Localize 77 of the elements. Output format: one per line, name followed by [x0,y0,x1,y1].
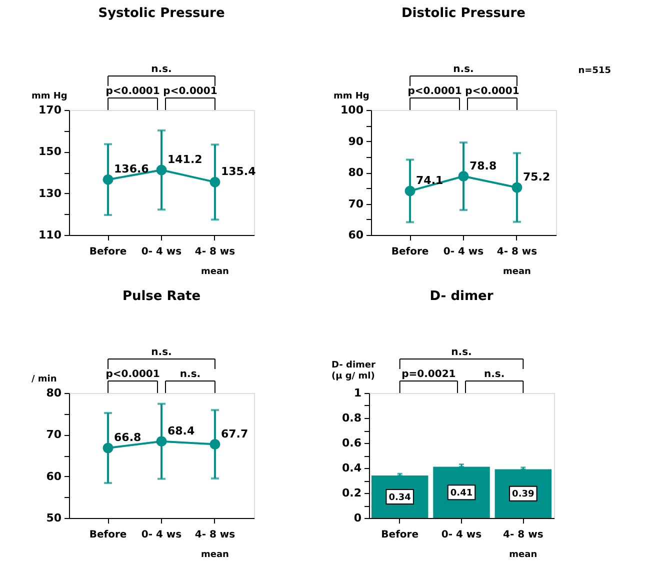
y-tick-label: 80 [46,386,62,400]
chart-title: Distolic Pressure [402,6,526,21]
point [156,436,167,447]
text: p=0.0021 [402,369,456,380]
text: p<0.0001 [408,86,462,97]
x-tick-label: Before [89,530,127,540]
point [102,174,114,185]
text: p<0.0001 [106,369,160,380]
data-label: 66.8 [114,431,142,444]
data-label: 78.8 [470,159,497,172]
x-tick-label: 4- 8 ws [194,530,236,540]
x-tick-label: Before [89,246,127,258]
x-tick-label: 0- 4 ws [441,530,482,540]
y-tick-label: 110 [38,228,62,242]
text: n.s. [453,64,474,75]
y-tick-label: 90 [348,134,364,148]
y-axis-title: D- dimer (μ g/ ml) [332,360,376,382]
y-tick-label: 0.2 [342,486,362,500]
data-label: 135.4 [220,165,256,178]
data-label: 0.41 [450,488,473,498]
x-tick-label: 0- 4 ws [141,530,182,540]
x-tick-label: Before [381,530,419,540]
text: p<0.0001 [465,86,520,97]
y-tick-label: 60 [348,228,364,242]
point [458,171,469,182]
x-tick-label: 0- 4 ws [141,246,182,258]
y-tick-label: 0.6 [342,436,362,450]
data-label: 74.1 [416,174,444,187]
chart-title: Systolic Pressure [98,6,225,21]
y-tick-label: 0 [354,512,362,524]
y-tick-label: 130 [38,186,62,200]
point [512,182,522,193]
text: p<0.0001 [163,86,218,97]
y-tick-label: 60 [46,470,62,483]
text: mean [509,550,538,560]
x-tick-label: Before [391,246,429,258]
y-tick-label: 170 [38,104,62,116]
data-label: 0.34 [388,492,411,503]
point [102,442,114,454]
point [404,186,416,196]
x-tick-label: 4- 8 ws [194,246,236,258]
text: mean [502,267,531,277]
data-label: 0.39 [512,490,534,500]
point [156,164,167,176]
y-tick-label: 80 [348,166,364,179]
y-tick-label: 0.4 [342,462,362,474]
text: n.s. [151,64,172,75]
y-axis-title: mm Hg [32,92,68,102]
chart-title: D- dimer [430,289,494,304]
chart-title: Pulse Rate [122,289,201,304]
data-label: 136.6 [114,162,150,176]
text: n.s. [180,369,201,380]
text: mean [200,550,229,560]
x-tick-label: 4- 8 ws [496,246,538,258]
data-label: 68.4 [168,424,195,438]
text: n.s. [484,369,505,380]
y-tick-label: 70 [348,197,364,210]
data-label: 141.2 [168,153,202,166]
y-tick-label: 100 [340,104,364,116]
text: n.s. [151,347,172,358]
text: n=515 [578,66,611,76]
point [210,176,220,188]
y-tick-label: 1 [354,386,362,400]
data-label: 75.2 [522,170,550,184]
y-tick-label: 70 [46,428,62,442]
y-axis-title: mm Hg [334,92,370,102]
text: n.s. [451,347,472,358]
y-tick-label: 0.8 [342,412,362,424]
text: p<0.0001 [106,86,160,97]
text: mean [200,267,229,277]
data-label: 67.7 [220,427,248,440]
point [210,439,220,450]
y-tick-label: 50 [46,512,62,524]
x-tick-label: 0- 4 ws [443,246,484,258]
y-tick-label: 150 [38,145,62,158]
y-axis-title: / min [32,374,57,384]
x-tick-label: 4- 8 ws [503,530,544,540]
